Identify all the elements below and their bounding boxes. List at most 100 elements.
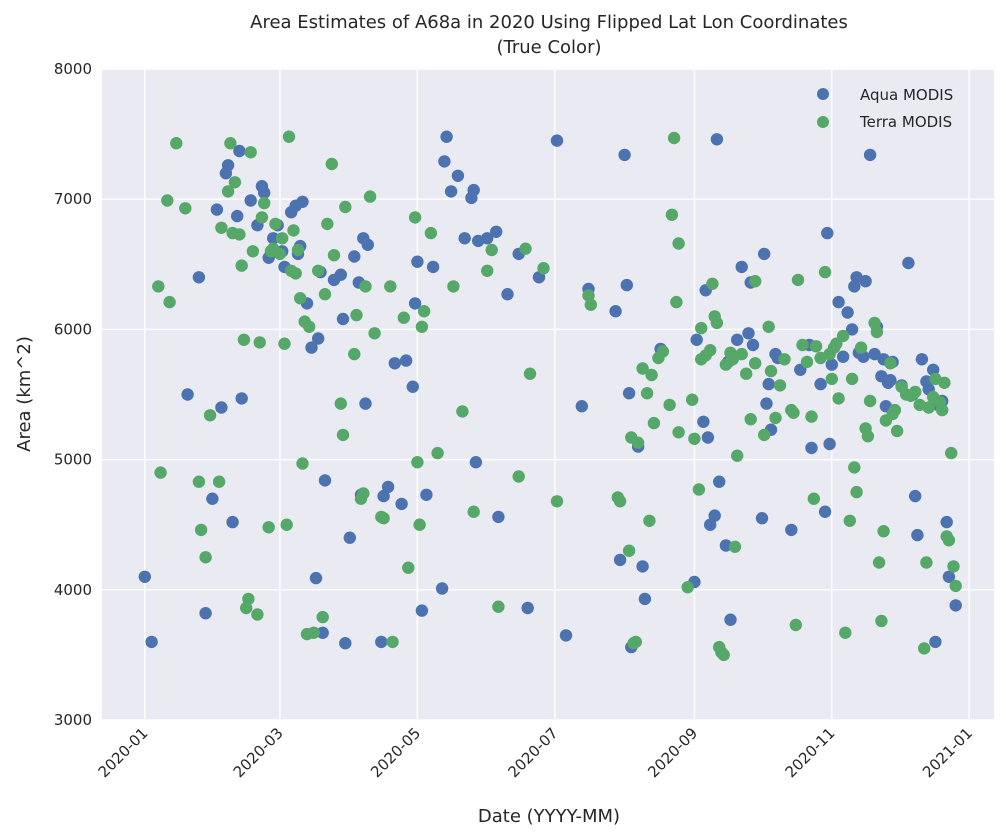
data-point <box>307 626 320 639</box>
data-point <box>242 592 255 606</box>
data-point <box>836 329 850 343</box>
data-point <box>872 556 886 569</box>
data-point <box>647 416 661 430</box>
data-point <box>199 607 212 620</box>
data-point <box>210 203 224 216</box>
data-point <box>863 148 877 162</box>
data-point <box>336 428 350 442</box>
data-point <box>296 195 309 208</box>
data-point <box>814 377 827 391</box>
y-tick-label: 6000 <box>54 320 92 338</box>
data-point <box>161 194 174 207</box>
data-point <box>413 518 426 531</box>
data-point <box>686 393 699 406</box>
data-point <box>280 518 293 531</box>
data-point <box>868 347 881 361</box>
data-point <box>438 155 451 168</box>
data-point <box>735 260 748 274</box>
y-tick-label: 8000 <box>54 60 92 78</box>
data-point <box>417 305 431 318</box>
data-point <box>221 185 235 198</box>
data-point <box>469 456 483 469</box>
data-point <box>458 232 471 245</box>
data-point <box>839 626 852 639</box>
data-point <box>244 146 257 159</box>
data-point <box>262 521 275 534</box>
legend-label-terra: Terra MODIS <box>859 113 952 131</box>
data-point <box>875 614 888 628</box>
data-point <box>805 441 818 455</box>
data-point <box>395 497 408 511</box>
data-point <box>821 226 834 240</box>
data-point <box>758 247 771 261</box>
data-point <box>749 275 762 288</box>
data-point <box>836 350 850 363</box>
data-point <box>368 327 381 340</box>
data-point <box>348 347 361 361</box>
data-point <box>841 306 854 319</box>
data-point <box>228 176 242 189</box>
data-point <box>339 637 352 650</box>
data-point <box>870 325 884 339</box>
data-point <box>805 410 818 423</box>
data-point <box>435 582 449 595</box>
data-point <box>773 379 787 392</box>
data-point <box>672 426 685 439</box>
data-point <box>397 311 410 324</box>
data-point <box>444 185 458 198</box>
data-point <box>575 400 588 413</box>
data-point <box>832 295 845 309</box>
data-point <box>789 618 802 632</box>
data-point <box>758 428 771 442</box>
data-point <box>287 224 300 237</box>
data-point <box>361 238 374 251</box>
data-point <box>224 137 237 150</box>
data-point <box>769 411 782 425</box>
gridlines <box>102 68 994 721</box>
data-point <box>386 635 399 649</box>
data-point <box>289 267 302 280</box>
data-point <box>424 226 438 240</box>
data-point <box>629 635 642 649</box>
data-point <box>708 509 721 522</box>
data-point <box>618 148 631 162</box>
data-point <box>406 380 419 393</box>
data-point <box>312 264 325 277</box>
data-point <box>609 305 622 318</box>
data-point <box>377 512 390 525</box>
data-point <box>327 249 341 262</box>
data-point <box>490 225 503 238</box>
data-point <box>377 489 390 503</box>
data-point <box>255 211 269 224</box>
data-point <box>861 430 875 443</box>
y-tick-label: 5000 <box>54 451 92 469</box>
data-point <box>181 388 194 401</box>
data-point <box>192 475 206 488</box>
data-point <box>909 385 922 399</box>
data-point <box>710 133 724 146</box>
data-point <box>902 256 915 270</box>
data-point <box>415 604 429 617</box>
data-point <box>402 561 415 574</box>
data-point <box>312 332 325 345</box>
data-point <box>550 495 564 508</box>
data-point <box>909 489 922 503</box>
data-point <box>485 243 498 257</box>
data-point <box>237 333 251 346</box>
legend-marker-terra <box>817 116 829 128</box>
data-point <box>258 196 271 210</box>
data-point <box>818 265 832 279</box>
data-point <box>850 485 863 499</box>
data-point <box>357 487 370 500</box>
data-point <box>746 338 760 352</box>
data-point <box>818 505 832 518</box>
data-point <box>325 157 338 171</box>
data-point <box>235 259 248 272</box>
data-point <box>938 376 951 389</box>
data-point <box>697 415 710 428</box>
data-point <box>408 297 422 310</box>
data-point <box>316 610 329 624</box>
data-point <box>690 333 703 346</box>
data-point <box>235 392 248 405</box>
